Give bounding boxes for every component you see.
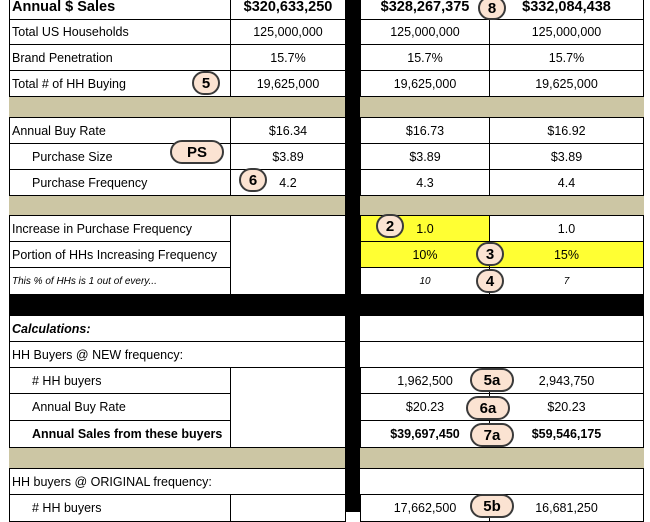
separator-row	[360, 448, 644, 468]
callout-badge-5a: 5a	[470, 368, 514, 392]
purchase-frequency-value-2: 4.3	[360, 169, 490, 196]
total-hh-buying-value-2: 19,625,000	[360, 70, 490, 97]
callout-badge-6a: 6a	[466, 396, 510, 420]
portion-increasing-input-2[interactable]: 10%	[360, 241, 490, 268]
purchase-size-value-1: $3.89	[230, 143, 346, 170]
separator-row	[9, 448, 345, 468]
callout-badge-7a: 7a	[470, 423, 514, 447]
callout-badge-6: 6	[239, 168, 267, 192]
new-frequency-heading: HH Buyers @ NEW frequency:	[9, 341, 644, 368]
total-hh-buying-value-3: 19,625,000	[489, 70, 644, 97]
one-out-of-value-3: 7	[489, 267, 644, 295]
separator-row	[9, 97, 345, 117]
separator-row	[360, 97, 644, 117]
callout-badge-5b: 5b	[470, 494, 514, 518]
total-households-value-3: 125,000,000	[489, 19, 644, 45]
callout-badge-4: 4	[476, 269, 504, 293]
purchase-size-value-3: $3.89	[489, 143, 644, 170]
original-frequency-heading: HH buyers @ ORIGINAL frequency:	[9, 468, 644, 495]
annual-sales-value-3: $332,084,438	[489, 0, 644, 20]
orig-hh-buyers-label: # HH buyers	[9, 494, 231, 522]
total-households-label: Total US Households	[9, 19, 231, 45]
new-buy-rate-value-3: $20.23	[489, 393, 644, 421]
new-hh-buyers-label: # HH buyers	[9, 367, 231, 394]
new-annual-sales-label: Annual Sales from these buyers	[9, 420, 231, 448]
callout-badge-3: 3	[476, 242, 504, 266]
purchase-frequency-label: Purchase Frequency	[9, 169, 231, 196]
purchase-size-value-2: $3.89	[360, 143, 490, 170]
total-households-value-2: 125,000,000	[360, 19, 490, 45]
purchase-frequency-value-1: 4.2	[230, 169, 346, 196]
one-out-of-value-2: 10	[360, 267, 490, 295]
portion-increasing-input-3[interactable]: 15%	[489, 241, 644, 268]
empty-input-block	[230, 215, 346, 295]
annual-sales-value-1: $320,633,250	[230, 0, 346, 20]
column-divider	[345, 0, 360, 512]
annual-sales-label: Annual $ Sales	[9, 0, 231, 20]
orig-empty-cell	[230, 494, 346, 522]
separator-row	[360, 196, 644, 215]
empty-calc-block	[230, 367, 346, 448]
total-hh-buying-value-1: 19,625,000	[230, 70, 346, 97]
annual-buy-rate-value-3: $16.92	[489, 117, 644, 144]
section-divider-band	[9, 295, 644, 315]
increase-frequency-label: Increase in Purchase Frequency	[9, 215, 231, 242]
new-buy-rate-label: Annual Buy Rate	[9, 393, 231, 421]
callout-badge-8: 8	[478, 0, 506, 20]
callout-badge-5: 5	[192, 71, 220, 95]
one-out-of-label: This % of HHs is 1 out of every...	[9, 267, 231, 295]
separator-row	[9, 196, 345, 215]
annual-buy-rate-value-2: $16.73	[360, 117, 490, 144]
callout-badge-ps: PS	[170, 140, 224, 164]
total-households-value-1: 125,000,000	[230, 19, 346, 45]
increase-frequency-value-3: 1.0	[489, 215, 644, 242]
annual-sales-value-2: $328,267,375	[360, 0, 490, 20]
brand-penetration-value-3: 15.7%	[489, 44, 644, 71]
brand-penetration-label: Brand Penetration	[9, 44, 231, 71]
calculations-heading: Calculations:	[9, 315, 644, 342]
purchase-frequency-value-3: 4.4	[489, 169, 644, 196]
callout-badge-2: 2	[376, 214, 404, 238]
brand-penetration-value-1: 15.7%	[230, 44, 346, 71]
annual-buy-rate-value-1: $16.34	[230, 117, 346, 144]
portion-increasing-label: Portion of HHs Increasing Frequency	[9, 241, 231, 268]
brand-penetration-value-2: 15.7%	[360, 44, 490, 71]
